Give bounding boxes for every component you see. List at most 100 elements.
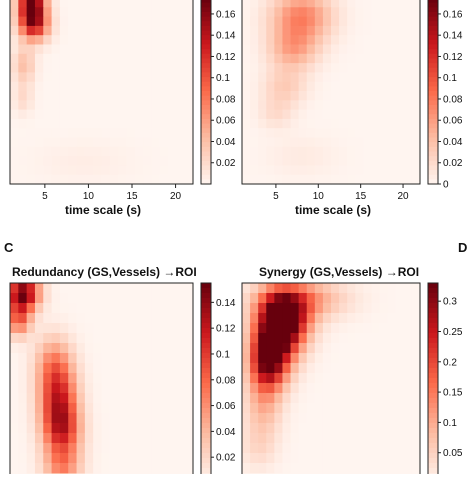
heatmap-cell [93, 453, 103, 464]
heatmap-cell [84, 7, 94, 18]
colorbar-segment [201, 91, 211, 97]
heatmap-cell [411, 403, 421, 414]
heatmap-cell [242, 25, 251, 36]
heatmap-cell [184, 283, 194, 294]
heatmap-cell [258, 146, 267, 157]
heatmap-cell [76, 423, 86, 434]
heatmap-cell [118, 293, 128, 304]
heatmap-cell [274, 63, 284, 73]
heatmap-cell [51, 128, 61, 139]
heatmap-cell [258, 383, 267, 394]
heatmap-cell [134, 443, 144, 454]
colorbar-tick-label: 0.06 [216, 401, 236, 412]
heatmap-cell [76, 393, 86, 404]
heatmap-cell [109, 413, 119, 424]
heatmap-cell [184, 353, 194, 364]
colorbar-segment [428, 44, 438, 50]
heatmap-cell [168, 165, 177, 176]
heatmap-cell [101, 403, 111, 414]
heatmap-cell [68, 433, 78, 444]
heatmap-cell [168, 81, 177, 92]
heatmap-cell [250, 433, 259, 444]
heatmap-cell [109, 72, 119, 83]
heatmap-d [242, 283, 421, 479]
heatmap-cell [10, 333, 19, 344]
heatmap-cell [151, 165, 161, 176]
heatmap-cell [282, 353, 292, 364]
heatmap-cell [176, 323, 186, 334]
colorbar-segment [201, 298, 211, 304]
heatmap-cell [363, 353, 373, 364]
heatmap-cell [34, 174, 44, 185]
heatmap-cell [266, 323, 275, 334]
heatmap-cell [379, 433, 389, 444]
heatmap-cell [84, 100, 94, 111]
heatmap-cell [68, 323, 78, 334]
heatmap-cell [339, 383, 348, 394]
heatmap-cell [176, 363, 186, 374]
heatmap-cell [159, 156, 169, 166]
colorbar-segment [428, 463, 438, 469]
heatmap-cell [258, 165, 267, 176]
heatmap-cell [282, 433, 292, 444]
colorbar-segment [428, 91, 438, 97]
heatmap-cell [387, 137, 397, 148]
heatmap-cell [101, 165, 111, 176]
heatmap-cell [26, 313, 36, 324]
heatmap-cell [379, 174, 389, 185]
heatmap-cell [379, 353, 389, 364]
heatmap-cell [290, 353, 300, 364]
heatmap-cell [76, 25, 86, 36]
heatmap-cell [59, 323, 69, 334]
heatmap-cell [34, 423, 44, 434]
heatmap-cell [76, 463, 86, 474]
heatmap-cell [266, 137, 275, 148]
heatmap-cell [266, 35, 275, 46]
heatmap-cell [134, 413, 144, 424]
heatmap-cell [250, 25, 259, 36]
heatmap-cell [126, 146, 136, 157]
heatmap-cell [403, 156, 413, 166]
heatmap-cell [34, 72, 44, 83]
heatmap-cell [322, 91, 332, 101]
heatmap-cell [411, 283, 421, 294]
heatmap-cell [51, 353, 61, 364]
heatmap-cell [176, 403, 186, 414]
heatmap-cell [184, 53, 194, 64]
heatmap-cell [331, 343, 340, 354]
heatmap-cell [184, 373, 194, 384]
x-tick-label: 10 [83, 191, 95, 202]
colorbar-segment [428, 16, 438, 22]
heatmap-cell [126, 443, 136, 454]
heatmap-cell [339, 343, 348, 354]
heatmap-cell [34, 393, 44, 404]
heatmap-cell [118, 128, 128, 139]
heatmap-cell [143, 146, 153, 157]
heatmap-cell [379, 137, 389, 148]
heatmap-cell [176, 413, 186, 424]
heatmap-cell [314, 44, 324, 55]
colorbar-segment [201, 151, 211, 157]
heatmap-cell [43, 63, 53, 73]
colorbar-segment [428, 174, 438, 180]
heatmap-cell [118, 44, 128, 55]
heatmap-cell [134, 109, 144, 120]
heatmap-cell [322, 35, 332, 46]
heatmap-cell [109, 81, 119, 92]
heatmap-cell [126, 100, 136, 111]
heatmap-cell [355, 156, 364, 166]
heatmap-cell [176, 443, 186, 454]
heatmap-cell [322, 53, 332, 64]
heatmap-cell [331, 453, 340, 464]
heatmap-cell [34, 0, 44, 8]
heatmap-cell [379, 333, 389, 344]
heatmap-cell [290, 373, 300, 384]
heatmap-cell [306, 25, 316, 36]
heatmap-cell [274, 25, 284, 36]
heatmap-cell [51, 35, 61, 46]
heatmap-cell [10, 72, 19, 83]
colorbar-segment [428, 288, 438, 294]
heatmap-cell [371, 463, 381, 474]
heatmap-cell [363, 118, 373, 129]
heatmap-cell [379, 303, 389, 314]
